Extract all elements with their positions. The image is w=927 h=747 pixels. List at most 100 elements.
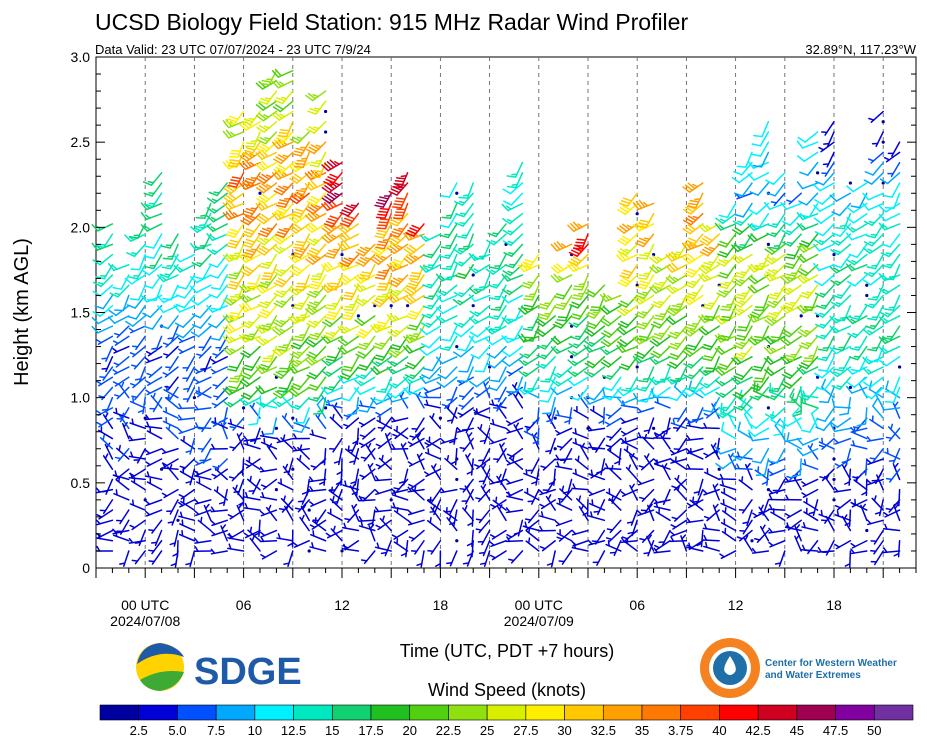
barb-feather [456,235,467,239]
wind-barb [423,468,442,478]
barb-feather [208,191,218,197]
wind-barb [329,437,343,453]
barb-feather [651,335,662,340]
barb-half-feather [134,378,142,381]
barb-feather [255,152,263,160]
barb-feather [344,311,355,315]
barb-half-feather [578,495,582,502]
barb-half-feather [331,495,335,502]
barb-half-feather [645,453,650,460]
barb-feather [261,173,270,180]
wind-barb [474,274,491,291]
barb-feather [393,258,403,264]
barb-feather [307,224,316,232]
wind-barb [505,478,524,485]
barb-feather [421,313,431,319]
wind-barb [471,273,475,277]
barb-feather [324,319,334,326]
barb-feather [261,214,270,221]
barb-feather [273,270,282,277]
wind-barb [357,356,376,371]
barb-feather [222,335,230,344]
wind-barb [406,304,425,320]
barb-feather [518,359,526,366]
barb-feather [293,251,303,256]
barb-half-feather [114,332,121,336]
barb-feather [310,222,319,230]
barb-half-feather [574,468,577,476]
barb-feather [289,404,299,410]
wind-barb [107,315,130,324]
barb-feather [276,209,286,215]
barb-feather [260,97,270,103]
barb-staff [412,356,425,370]
wind-barb [652,426,656,430]
barb-feather [260,262,271,267]
wind-barb [422,274,442,289]
calm-dot [570,355,574,359]
barb-staff [476,325,491,338]
barb-staff [542,325,556,337]
wind-barb [259,466,278,473]
barb-half-feather [495,496,498,504]
barb-half-feather [653,359,660,364]
wind-barb [134,529,146,547]
wind-barb [616,304,638,316]
barb-half-feather [360,374,367,378]
barb-feather [275,166,285,173]
wind-barb [393,537,409,552]
wind-barb [339,202,360,217]
wind-barb [456,223,474,239]
wind-barb [242,172,261,187]
barb-half-feather [229,418,233,426]
barb-half-feather [656,266,663,271]
barb-half-feather [310,465,317,469]
barb-feather [718,285,728,290]
barb-feather [341,220,352,225]
wind-barb [668,335,688,350]
wind-barb [150,529,163,547]
barb-feather [263,272,274,275]
barb-feather [474,288,485,291]
wind-barb [350,468,360,486]
barb-feather [389,233,400,238]
barb-feather [288,217,297,224]
wind-barb [271,138,294,150]
barb-half-feather [280,269,287,273]
barb-half-feather [376,542,380,549]
wind-barb [352,427,360,446]
wind-barb [416,550,425,568]
barb-staff [625,294,638,308]
wind-barb [129,418,146,430]
barb-staff [428,335,442,349]
wind-barb [290,376,310,391]
barb-feather [240,270,249,277]
barb-half-feather [508,558,515,562]
barb-half-feather [515,422,519,429]
barb-staff [185,274,196,290]
barb-staff [315,376,327,391]
barb-half-feather [293,433,298,440]
barb-half-feather [128,327,135,333]
barb-half-feather [363,342,370,345]
barb-half-feather [713,503,719,510]
barb-half-feather [115,407,118,415]
barb-feather [255,82,264,90]
barb-half-feather [334,192,341,196]
barb-half-feather [467,432,473,438]
barb-half-feather [621,536,629,540]
calm-dot [274,426,278,430]
wind-barb [240,315,261,329]
wind-barb [259,253,278,269]
wind-barb [455,477,459,482]
barb-feather [291,358,300,366]
barb-feather [457,272,468,277]
barb-feather [618,366,629,371]
barb-feather [337,326,345,334]
barb-half-feather [726,303,733,306]
barb-half-feather [263,338,270,343]
wind-barb [572,468,589,481]
barb-half-feather [561,485,565,492]
barb-staff [478,345,491,360]
barb-feather [291,225,300,232]
